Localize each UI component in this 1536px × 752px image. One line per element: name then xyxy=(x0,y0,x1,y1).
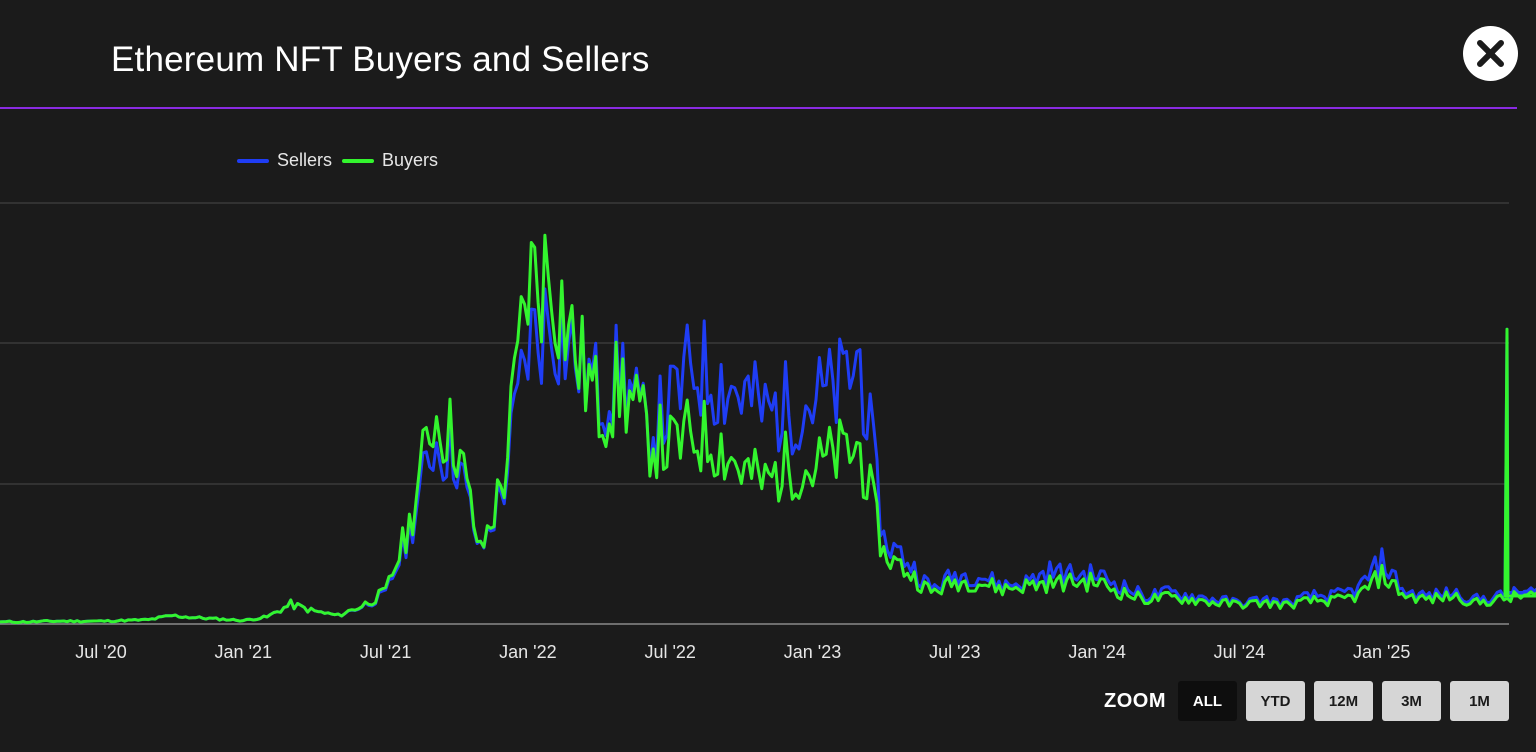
legend-label-sellers: Sellers xyxy=(277,150,333,170)
x-tick-label: Jul '23 xyxy=(929,642,980,662)
x-tick-label: Jan '21 xyxy=(215,642,272,662)
x-tick-label: Jan '22 xyxy=(499,642,556,662)
x-tick-label: Jul '20 xyxy=(75,642,126,662)
legend-label-buyers: Buyers xyxy=(382,150,439,170)
legend-item-buyers[interactable]: Buyers xyxy=(342,150,438,171)
header-divider xyxy=(0,107,1517,109)
zoom-3m-button[interactable]: 3M xyxy=(1382,681,1441,721)
close-icon xyxy=(1477,40,1504,67)
series-line-sellers xyxy=(0,287,1536,625)
zoom-controls: ZOOM ALL YTD 12M 3M 1M xyxy=(1104,681,1509,721)
zoom-all-button[interactable]: ALL xyxy=(1178,681,1237,721)
x-tick-label: Jul '21 xyxy=(360,642,411,662)
close-button[interactable] xyxy=(1463,26,1518,81)
line-chart: Jul '20 Jan '21 Jul '21 Jan '22 Jul '22 Jan '… xyxy=(0,202,1536,662)
x-tick-label: Jan '23 xyxy=(784,642,841,662)
zoom-ytd-button[interactable]: YTD xyxy=(1246,681,1305,721)
legend-swatch-buyers xyxy=(342,158,375,163)
zoom-1m-button[interactable]: 1M xyxy=(1450,681,1509,721)
series-line-buyers xyxy=(0,233,1536,625)
zoom-label: ZOOM xyxy=(1104,689,1166,712)
legend-swatch-sellers xyxy=(237,158,269,163)
zoom-12m-button[interactable]: 12M xyxy=(1314,681,1373,721)
x-tick-label: Jan '25 xyxy=(1353,642,1410,662)
x-tick-label: Jul '22 xyxy=(644,642,695,662)
chart-legend: Sellers Buyers xyxy=(237,150,448,171)
page-title: Ethereum NFT Buyers and Sellers xyxy=(111,40,650,79)
legend-item-sellers[interactable]: Sellers xyxy=(237,150,332,171)
x-tick-label: Jan '24 xyxy=(1068,642,1125,662)
x-tick-label: Jul '24 xyxy=(1214,642,1265,662)
